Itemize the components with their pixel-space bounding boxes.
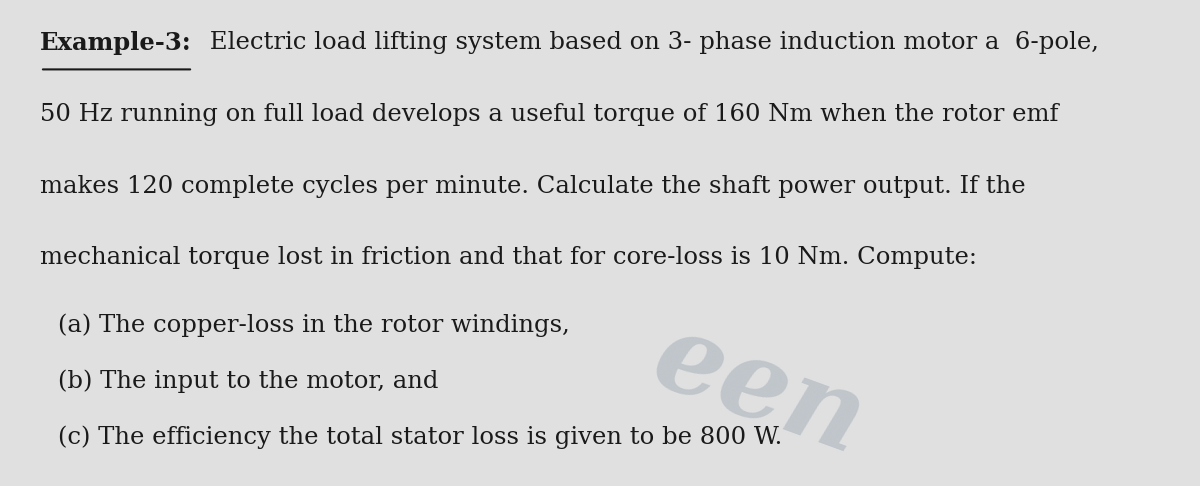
Text: een: een bbox=[640, 303, 880, 476]
Text: mechanical torque lost in friction and that for core-loss is 10 Nm. Compute:: mechanical torque lost in friction and t… bbox=[40, 246, 977, 269]
Text: (b) The input to the motor, and: (b) The input to the motor, and bbox=[58, 369, 438, 393]
Text: (a) The copper-loss in the rotor windings,: (a) The copper-loss in the rotor winding… bbox=[58, 313, 570, 337]
Text: (c) The efficiency the total stator loss is given to be 800 W.: (c) The efficiency the total stator loss… bbox=[58, 425, 782, 449]
Text: makes 120 complete cycles per minute. Calculate the shaft power output. If the: makes 120 complete cycles per minute. Ca… bbox=[40, 174, 1026, 198]
Text: Electric load lifting system based on 3- phase induction motor a  6-pole,: Electric load lifting system based on 3-… bbox=[203, 31, 1099, 54]
Text: 50 Hz running on full load develops a useful torque of 160 Nm when the rotor emf: 50 Hz running on full load develops a us… bbox=[40, 103, 1058, 126]
Text: Example-3:: Example-3: bbox=[40, 31, 192, 55]
